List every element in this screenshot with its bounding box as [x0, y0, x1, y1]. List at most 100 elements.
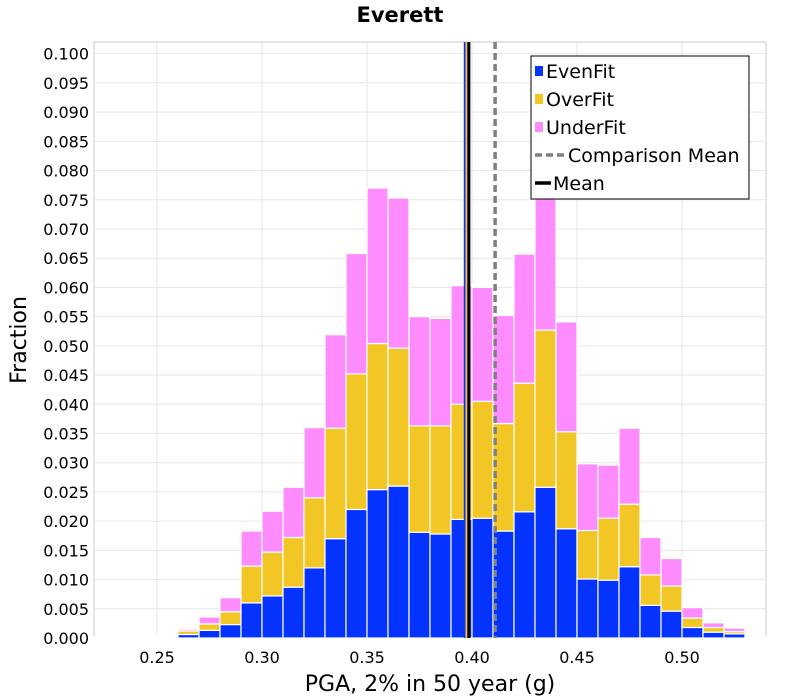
- bar-underfit: [660, 557, 683, 587]
- bar-overfit: [576, 529, 599, 580]
- bar-overfit: [534, 329, 557, 488]
- bar-evenfit: [324, 538, 347, 639]
- x-tick-label: 0.30: [244, 648, 280, 667]
- bars: [93, 183, 767, 639]
- bar-overfit: [198, 623, 221, 632]
- bar-underfit: [219, 597, 242, 613]
- x-tick-label: 0.50: [664, 648, 700, 667]
- bar-evenfit: [408, 531, 431, 639]
- bar-underfit: [345, 252, 368, 375]
- bar-underfit: [618, 427, 641, 505]
- bar-overfit: [324, 427, 347, 540]
- y-tick-label: 0.015: [43, 541, 89, 560]
- legend-label-underfit: UnderFit: [546, 117, 626, 139]
- bar-underfit: [681, 607, 704, 619]
- bar-evenfit: [576, 578, 599, 639]
- y-tick-label: 0.100: [43, 45, 89, 64]
- bar-underfit: [513, 253, 536, 384]
- y-axis-title: Fraction: [7, 296, 32, 384]
- bar-overfit: [261, 551, 284, 597]
- bar-underfit: [114, 636, 137, 639]
- bar-evenfit: [303, 567, 326, 639]
- bar-evenfit: [618, 566, 641, 639]
- bar-overfit: [471, 400, 494, 519]
- bar-evenfit: [387, 485, 410, 639]
- bar-underfit: [198, 616, 221, 625]
- y-tick-label: 0.050: [43, 337, 89, 356]
- bar-overfit: [282, 536, 305, 588]
- bar-evenfit: [261, 595, 284, 639]
- legend: EvenFit OverFit UnderFit Comparison Mean…: [530, 55, 750, 200]
- x-tick-label: 0.35: [349, 648, 385, 667]
- bar-underfit: [156, 634, 179, 637]
- bar-overfit: [240, 565, 263, 604]
- bar-overfit: [681, 617, 704, 629]
- bar-overfit: [219, 611, 242, 626]
- bar-evenfit: [702, 631, 725, 639]
- bar-evenfit: [471, 517, 494, 639]
- bar-evenfit: [534, 486, 557, 639]
- legend-label-evenfit: EvenFit: [546, 61, 615, 83]
- x-axis-title: PGA, 2% in 50 year (g): [305, 672, 556, 697]
- bar-overfit: [513, 382, 536, 513]
- bar-underfit: [261, 510, 284, 553]
- bar-underfit: [744, 635, 767, 638]
- bar-evenfit: [597, 579, 620, 639]
- bar-underfit: [240, 530, 263, 567]
- y-tick-label: 0.085: [43, 132, 89, 151]
- bar-underfit: [387, 197, 410, 349]
- bar-underfit: [93, 636, 116, 639]
- bar-evenfit: [219, 623, 242, 639]
- bar-evenfit: [198, 629, 221, 639]
- bar-overfit: [555, 431, 578, 530]
- y-tick-label: 0.060: [43, 278, 89, 297]
- bar-underfit: [324, 334, 347, 429]
- bar-underfit: [702, 622, 725, 629]
- bar-overfit: [387, 347, 410, 487]
- bar-underfit: [177, 628, 200, 632]
- bar-underfit: [639, 536, 662, 576]
- legend-swatch-overfit: [535, 94, 543, 104]
- chart-title: Everett: [357, 3, 444, 27]
- bar-evenfit: [660, 610, 683, 639]
- y-tick-label: 0.070: [43, 220, 89, 239]
- y-tick-label: 0.020: [43, 512, 89, 531]
- bar-underfit: [135, 635, 158, 638]
- bar-evenfit: [513, 511, 536, 639]
- y-tick-label: 0.005: [43, 600, 89, 619]
- y-tick-label: 0.000: [43, 629, 89, 648]
- bar-evenfit: [681, 626, 704, 639]
- y-axis-ticks: 0.000 0.005 0.010 0.015 0.020 0.025 0.030 0.035…: [43, 45, 89, 648]
- bar-evenfit: [366, 488, 389, 639]
- bar-evenfit: [723, 633, 746, 639]
- bar-overfit: [618, 503, 641, 568]
- y-tick-label: 0.010: [43, 571, 89, 590]
- legend-label-overfit: OverFit: [546, 89, 614, 111]
- bar-underfit: [723, 627, 746, 633]
- legend-label-mean: Mean: [553, 173, 605, 195]
- bar-evenfit: [429, 533, 452, 639]
- bar-underfit: [303, 427, 326, 499]
- legend-box: [530, 55, 750, 200]
- x-axis-ticks: 0.25 0.30 0.35 0.40 0.45 0.50: [139, 648, 700, 667]
- reference-lines: [463, 42, 497, 638]
- bar-evenfit: [282, 586, 305, 639]
- bar-underfit: [408, 316, 431, 427]
- bar-evenfit: [639, 604, 662, 639]
- bar-overfit: [429, 425, 452, 535]
- bar-overfit: [366, 342, 389, 491]
- y-tick-label: 0.065: [43, 249, 89, 268]
- x-tick-label: 0.45: [559, 648, 595, 667]
- bar-overfit: [660, 585, 683, 612]
- x-tick-label: 0.25: [139, 648, 175, 667]
- y-tick-label: 0.040: [43, 395, 89, 414]
- y-tick-label: 0.075: [43, 191, 89, 210]
- y-tick-label: 0.030: [43, 454, 89, 473]
- bar-underfit: [597, 464, 620, 519]
- bar-underfit: [471, 286, 494, 402]
- bar-evenfit: [240, 602, 263, 639]
- bar-underfit: [576, 463, 599, 532]
- bar-overfit: [303, 497, 326, 569]
- legend-swatch-underfit: [535, 122, 543, 132]
